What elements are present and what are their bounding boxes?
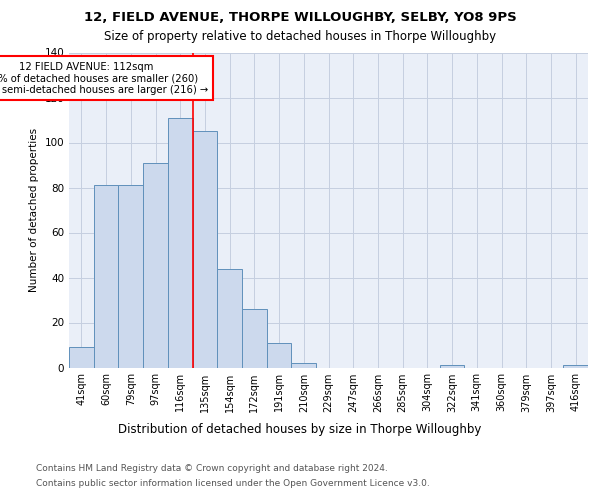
Text: Size of property relative to detached houses in Thorpe Willoughby: Size of property relative to detached ho… [104,30,496,43]
Bar [69,347,94,368]
Bar [193,131,217,368]
Text: 12, FIELD AVENUE, THORPE WILLOUGHBY, SELBY, YO8 9PS: 12, FIELD AVENUE, THORPE WILLOUGHBY, SEL… [83,11,517,24]
Bar [292,363,316,368]
Bar [118,185,143,368]
Y-axis label: Number of detached properties: Number of detached properties [29,128,39,292]
Text: Distribution of detached houses by size in Thorpe Willoughby: Distribution of detached houses by size … [118,422,482,436]
Bar [440,365,464,368]
Text: Contains public sector information licensed under the Open Government Licence v3: Contains public sector information licen… [36,479,430,488]
Bar [143,163,168,368]
Bar [94,185,118,368]
Bar [563,365,588,368]
Bar [267,343,292,367]
Bar [242,309,267,368]
Bar [217,268,242,368]
Bar [168,118,193,368]
Text: 12 FIELD AVENUE: 112sqm
← 55% of detached houses are smaller (260)
45% of semi-d: 12 FIELD AVENUE: 112sqm ← 55% of detache… [0,62,208,94]
Text: Contains HM Land Registry data © Crown copyright and database right 2024.: Contains HM Land Registry data © Crown c… [36,464,388,473]
